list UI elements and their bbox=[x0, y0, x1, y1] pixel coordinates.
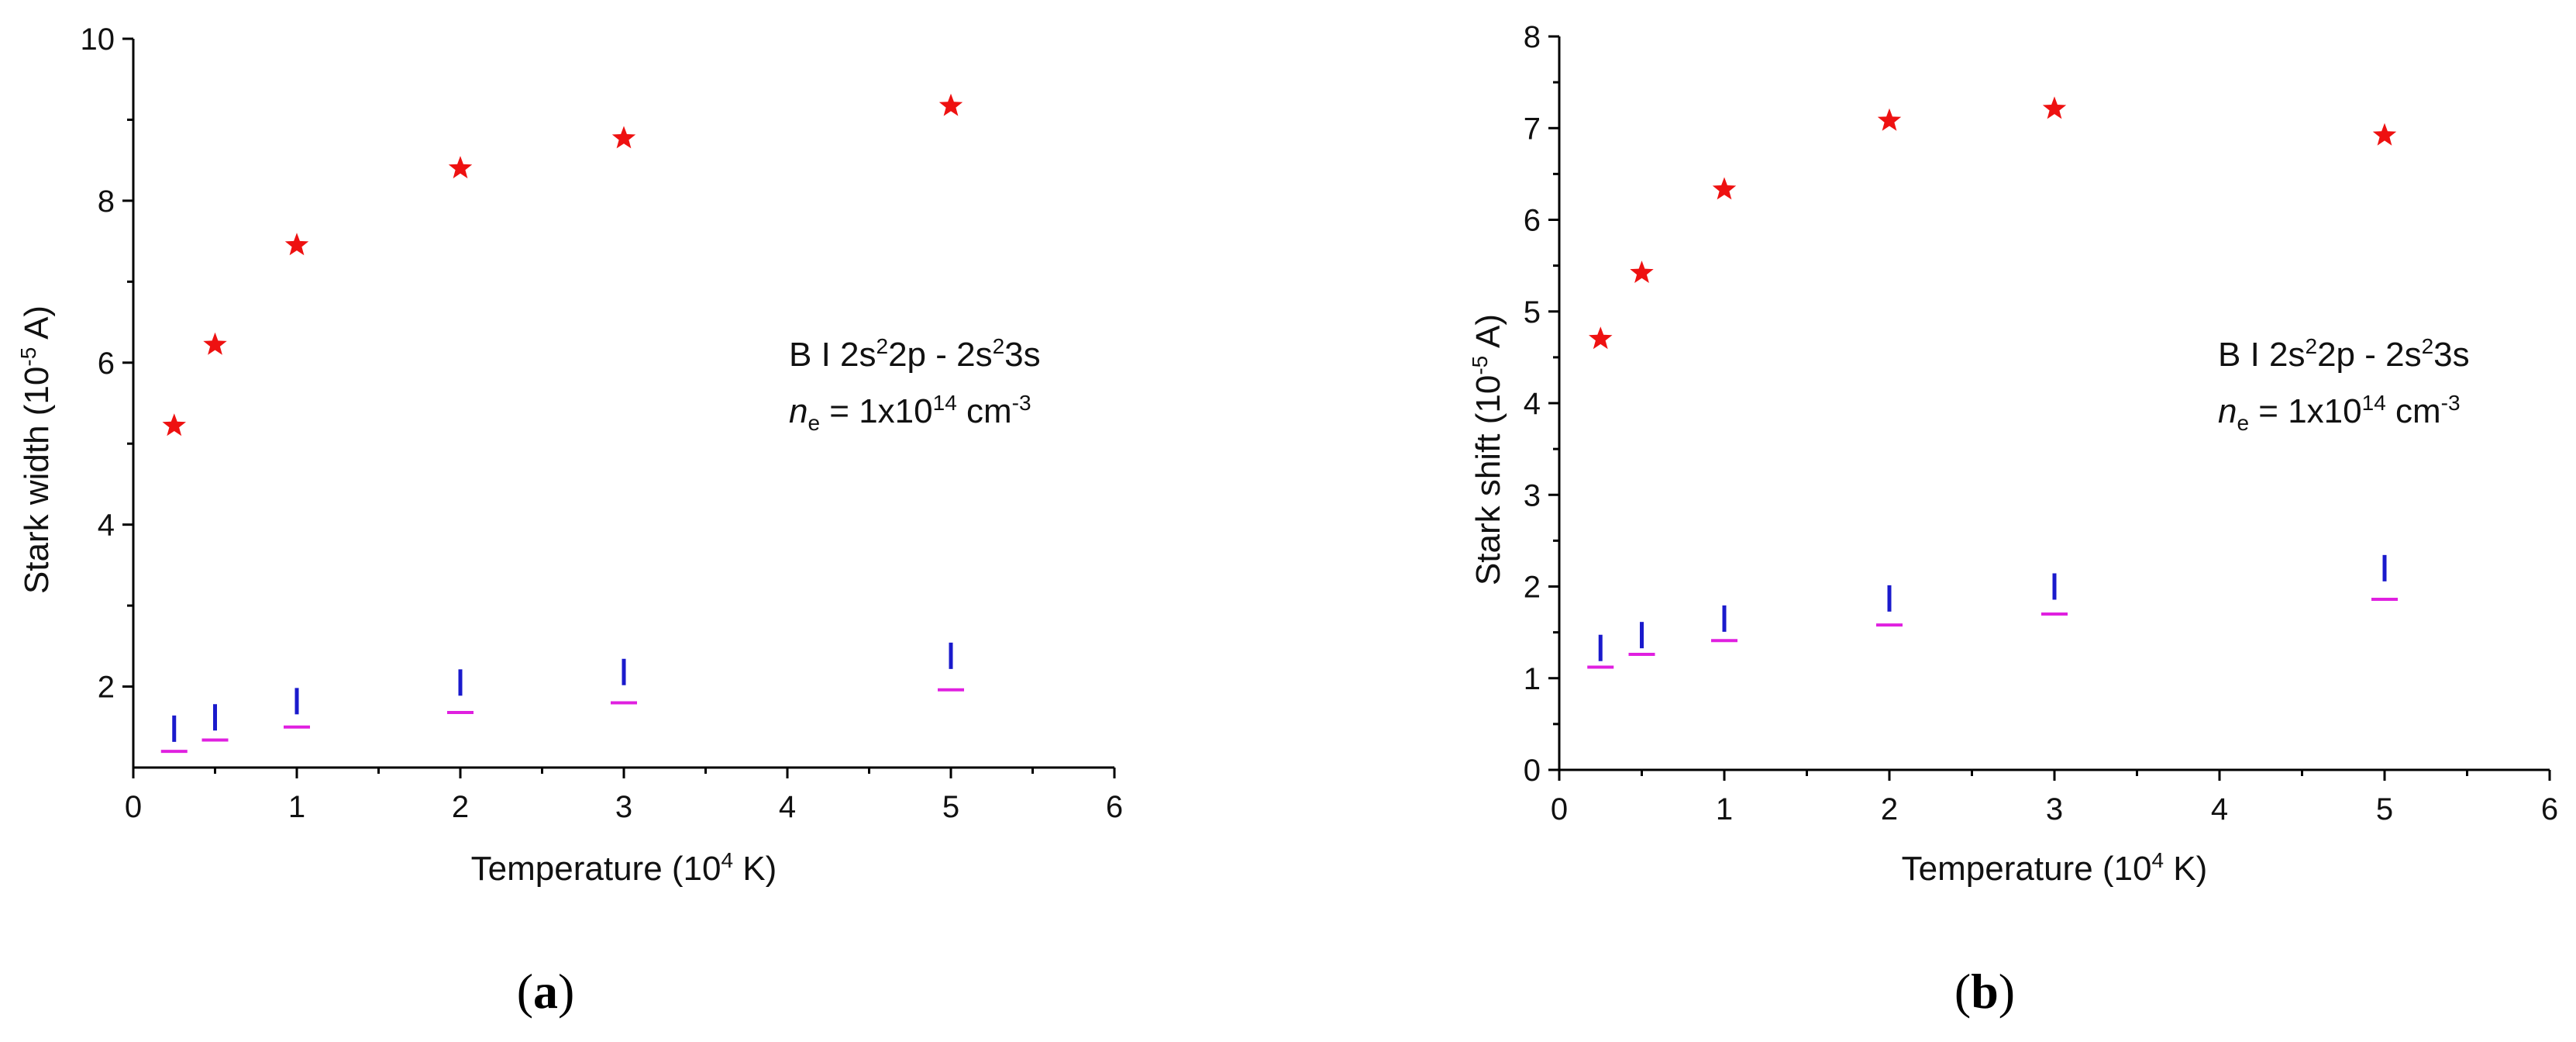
x-tick-label: 5 bbox=[2376, 792, 2393, 826]
star-marker bbox=[611, 126, 636, 149]
y-tick-label: 3 bbox=[1524, 478, 1541, 512]
panel-caption: (a) bbox=[517, 964, 575, 1019]
y-tick-label: 4 bbox=[1524, 387, 1541, 421]
x-tick-label: 4 bbox=[779, 790, 796, 824]
star-marker bbox=[1712, 177, 1737, 200]
star-marker bbox=[2372, 122, 2397, 146]
star-marker bbox=[938, 93, 963, 116]
x-axis-label: Temperature (104 K) bbox=[1902, 848, 2208, 888]
annotation-transition: B I 2s22p - 2s23s bbox=[789, 334, 1041, 374]
y-axis-label: Stark shift (10-5 A) bbox=[1468, 314, 1507, 585]
annotation-transition: B I 2s22p - 2s23s bbox=[2218, 334, 2470, 374]
x-tick-label: 3 bbox=[615, 790, 632, 824]
x-tick-label: 2 bbox=[1881, 792, 1898, 826]
panel-a-chart: 0 1 2 3 4 5 6 2 4 6 8 10 Temperature (104 K) Stark wi… bbox=[16, 22, 1123, 1019]
y-axis-label: Stark width (10-5 A) bbox=[16, 305, 56, 594]
star-marker bbox=[203, 332, 227, 355]
panel-b-chart: 0 1 2 3 4 5 6 0 1 2 3 4 5 6 7 8 Temperature (104 K) Stark… bbox=[1468, 20, 2558, 1019]
y-tick-label: 10 bbox=[81, 22, 115, 57]
y-tick-label: 8 bbox=[1524, 20, 1541, 54]
x-tick-label: 5 bbox=[942, 790, 959, 824]
x-tick-label: 0 bbox=[1551, 792, 1568, 826]
x-tick-label: 3 bbox=[2046, 792, 2063, 826]
x-axis-label: Temperature (104 K) bbox=[471, 848, 777, 888]
x-tick-label: 6 bbox=[2541, 792, 2558, 826]
star-marker bbox=[162, 413, 186, 436]
y-tick-label: 7 bbox=[1524, 112, 1541, 146]
x-tick-label: 4 bbox=[2211, 792, 2228, 826]
x-tick-label: 2 bbox=[452, 790, 469, 824]
y-tick-label: 2 bbox=[98, 671, 115, 705]
annotation-density: ne = 1x1014 cm-3 bbox=[789, 391, 1031, 435]
x-tick-label: 0 bbox=[125, 790, 142, 824]
y-tick-label: 8 bbox=[98, 185, 115, 219]
y-tick-label: 6 bbox=[1524, 204, 1541, 238]
y-tick-label: 6 bbox=[98, 347, 115, 381]
star-marker bbox=[1589, 326, 1613, 350]
y-tick-label: 4 bbox=[98, 509, 115, 543]
x-tick-label: 6 bbox=[1106, 790, 1123, 824]
panel-caption: (b) bbox=[1954, 964, 2015, 1019]
y-tick-label: 0 bbox=[1524, 754, 1541, 788]
star-marker bbox=[284, 233, 309, 256]
annotation-density: ne = 1x1014 cm-3 bbox=[2218, 391, 2461, 435]
y-tick-label: 5 bbox=[1524, 295, 1541, 330]
y-tick-label: 2 bbox=[1524, 571, 1541, 605]
star-marker bbox=[2042, 96, 2067, 119]
star-marker bbox=[1630, 260, 1654, 283]
star-marker bbox=[448, 156, 473, 179]
star-marker bbox=[1877, 108, 1902, 131]
y-tick-label: 1 bbox=[1524, 662, 1541, 696]
x-tick-label: 1 bbox=[1716, 792, 1733, 826]
x-tick-label: 1 bbox=[288, 790, 305, 824]
